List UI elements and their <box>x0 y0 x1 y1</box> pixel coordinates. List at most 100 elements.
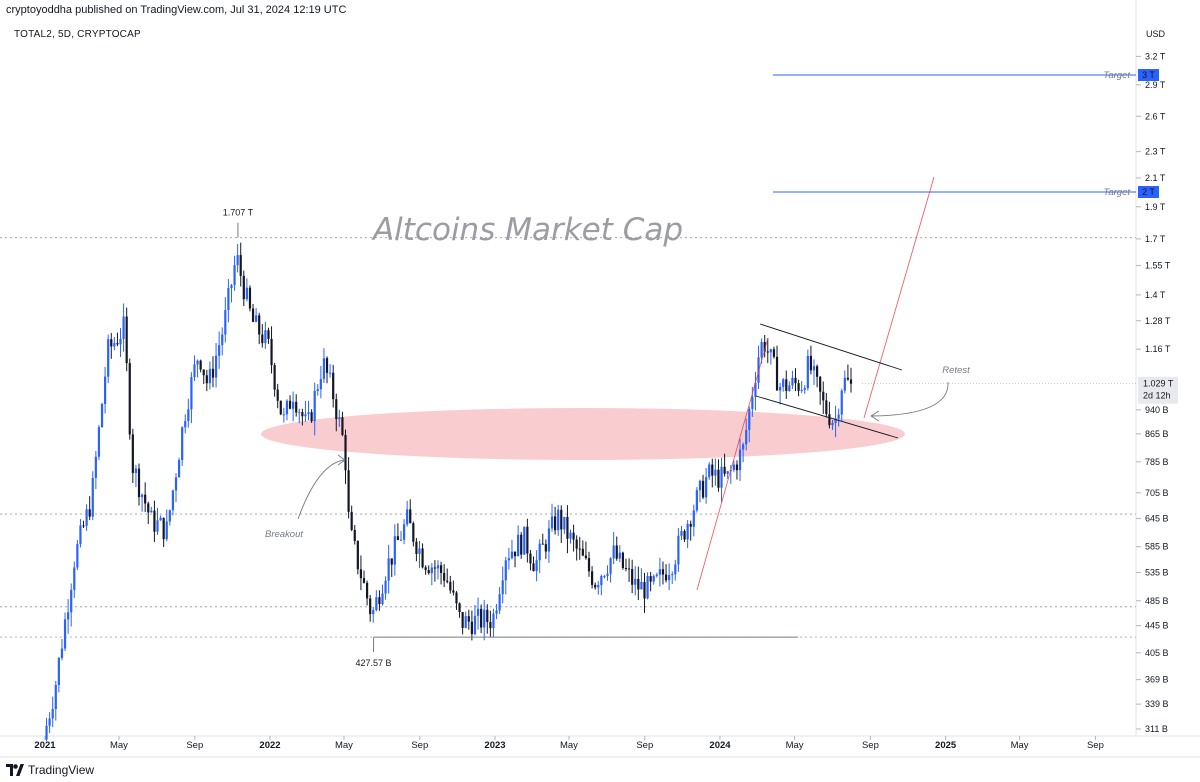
candle-up[interactable] <box>563 516 566 535</box>
candle-down[interactable] <box>128 358 131 440</box>
candle-down[interactable] <box>332 364 335 408</box>
candle-up[interactable] <box>292 391 295 422</box>
candle-up[interactable] <box>51 696 54 728</box>
candle-up[interactable] <box>402 519 406 545</box>
candle-up[interactable] <box>547 520 551 563</box>
candle-up[interactable] <box>677 527 680 572</box>
candle-down[interactable] <box>467 609 470 630</box>
candle-down[interactable] <box>341 411 344 437</box>
candle-down[interactable] <box>446 568 449 584</box>
candle-up[interactable] <box>48 712 51 734</box>
candle-up[interactable] <box>184 414 187 434</box>
candle-up[interactable] <box>282 407 285 423</box>
candle-up[interactable] <box>94 450 97 490</box>
candle-up[interactable] <box>285 399 289 421</box>
candle-down[interactable] <box>251 303 255 323</box>
candle-down[interactable] <box>421 543 424 569</box>
candle-down[interactable] <box>452 580 455 596</box>
candle-down[interactable] <box>794 368 797 392</box>
candle-up[interactable] <box>655 572 658 578</box>
candle-down[interactable] <box>486 604 489 634</box>
candle-up[interactable] <box>218 331 221 369</box>
candle-down[interactable] <box>544 539 547 559</box>
candle-down[interactable] <box>723 453 726 477</box>
candle-up[interactable] <box>523 526 526 555</box>
candle-down[interactable] <box>701 474 705 500</box>
candle-up[interactable] <box>187 398 190 428</box>
candle-up[interactable] <box>569 529 572 544</box>
candle-up[interactable] <box>97 425 101 460</box>
candle-up[interactable] <box>436 560 440 580</box>
candle-up[interactable] <box>322 348 326 383</box>
candle-up[interactable] <box>177 457 181 478</box>
candle-down[interactable] <box>153 500 156 542</box>
candle-up[interactable] <box>208 361 211 390</box>
candle-up[interactable] <box>501 566 504 604</box>
candle-down[interactable] <box>541 533 544 545</box>
candle-down[interactable] <box>763 335 766 358</box>
candle-down[interactable] <box>809 345 813 375</box>
candle-down[interactable] <box>590 566 594 589</box>
candle-up[interactable] <box>45 717 48 742</box>
candle-up[interactable] <box>107 334 110 384</box>
candle-down[interactable] <box>532 556 535 572</box>
candle-up[interactable] <box>609 557 612 583</box>
candle-up[interactable] <box>550 503 554 532</box>
candle-up[interactable] <box>193 355 196 381</box>
candle-up[interactable] <box>748 406 751 443</box>
candle-down[interactable] <box>615 536 618 561</box>
candle-up[interactable] <box>171 489 175 516</box>
candle-down[interactable] <box>137 463 141 506</box>
candle-up[interactable] <box>788 381 791 392</box>
candle-down[interactable] <box>560 505 563 544</box>
candle-down[interactable] <box>470 610 473 641</box>
candle-down[interactable] <box>131 428 134 484</box>
candle-up[interactable] <box>692 504 695 537</box>
candle-up[interactable] <box>307 400 310 421</box>
candle-down[interactable] <box>273 362 276 397</box>
candle-up[interactable] <box>399 531 403 541</box>
candle-down[interactable] <box>310 409 313 424</box>
candle-up[interactable] <box>122 303 125 352</box>
candle-down[interactable] <box>239 242 242 287</box>
candle-up[interactable] <box>230 283 233 303</box>
candle-up[interactable] <box>742 442 745 463</box>
candle-down[interactable] <box>664 564 668 583</box>
candle-up[interactable] <box>224 297 227 343</box>
candle-down[interactable] <box>480 604 483 634</box>
candle-up[interactable] <box>140 493 144 512</box>
candle-up[interactable] <box>150 506 153 513</box>
candle-down[interactable] <box>711 458 714 488</box>
candle-up[interactable] <box>113 336 116 351</box>
candle-up[interactable] <box>834 405 837 438</box>
candle-up[interactable] <box>464 611 467 629</box>
candle-up[interactable] <box>674 559 677 581</box>
candle-down[interactable] <box>526 518 529 563</box>
candle-down[interactable] <box>649 572 652 592</box>
candle-down[interactable] <box>162 517 165 548</box>
candle-up[interactable] <box>63 612 67 652</box>
candle-down[interactable] <box>513 551 517 568</box>
candle-up[interactable] <box>73 561 76 598</box>
candle-down[interactable] <box>359 555 363 591</box>
candle-up[interactable] <box>843 370 846 394</box>
candle-up[interactable] <box>668 563 671 591</box>
candle-down[interactable] <box>144 482 147 513</box>
candle-up[interactable] <box>329 364 332 378</box>
candle-up[interactable] <box>165 509 168 542</box>
candle-up[interactable] <box>732 460 735 473</box>
candle-down[interactable] <box>301 408 304 426</box>
candle-up[interactable] <box>174 473 178 503</box>
candle-up[interactable] <box>812 359 816 385</box>
candle-down[interactable] <box>621 551 625 570</box>
candle-down[interactable] <box>409 499 412 524</box>
candle-down[interactable] <box>242 270 245 306</box>
candle-up[interactable] <box>831 420 834 430</box>
candle-up[interactable] <box>557 504 560 536</box>
candle-down[interactable] <box>211 356 215 388</box>
candle-up[interactable] <box>473 604 477 636</box>
candle-down[interactable] <box>594 582 597 590</box>
candle-up[interactable] <box>159 515 162 521</box>
candle-up[interactable] <box>671 571 674 585</box>
flag-lower-line[interactable] <box>755 395 899 439</box>
